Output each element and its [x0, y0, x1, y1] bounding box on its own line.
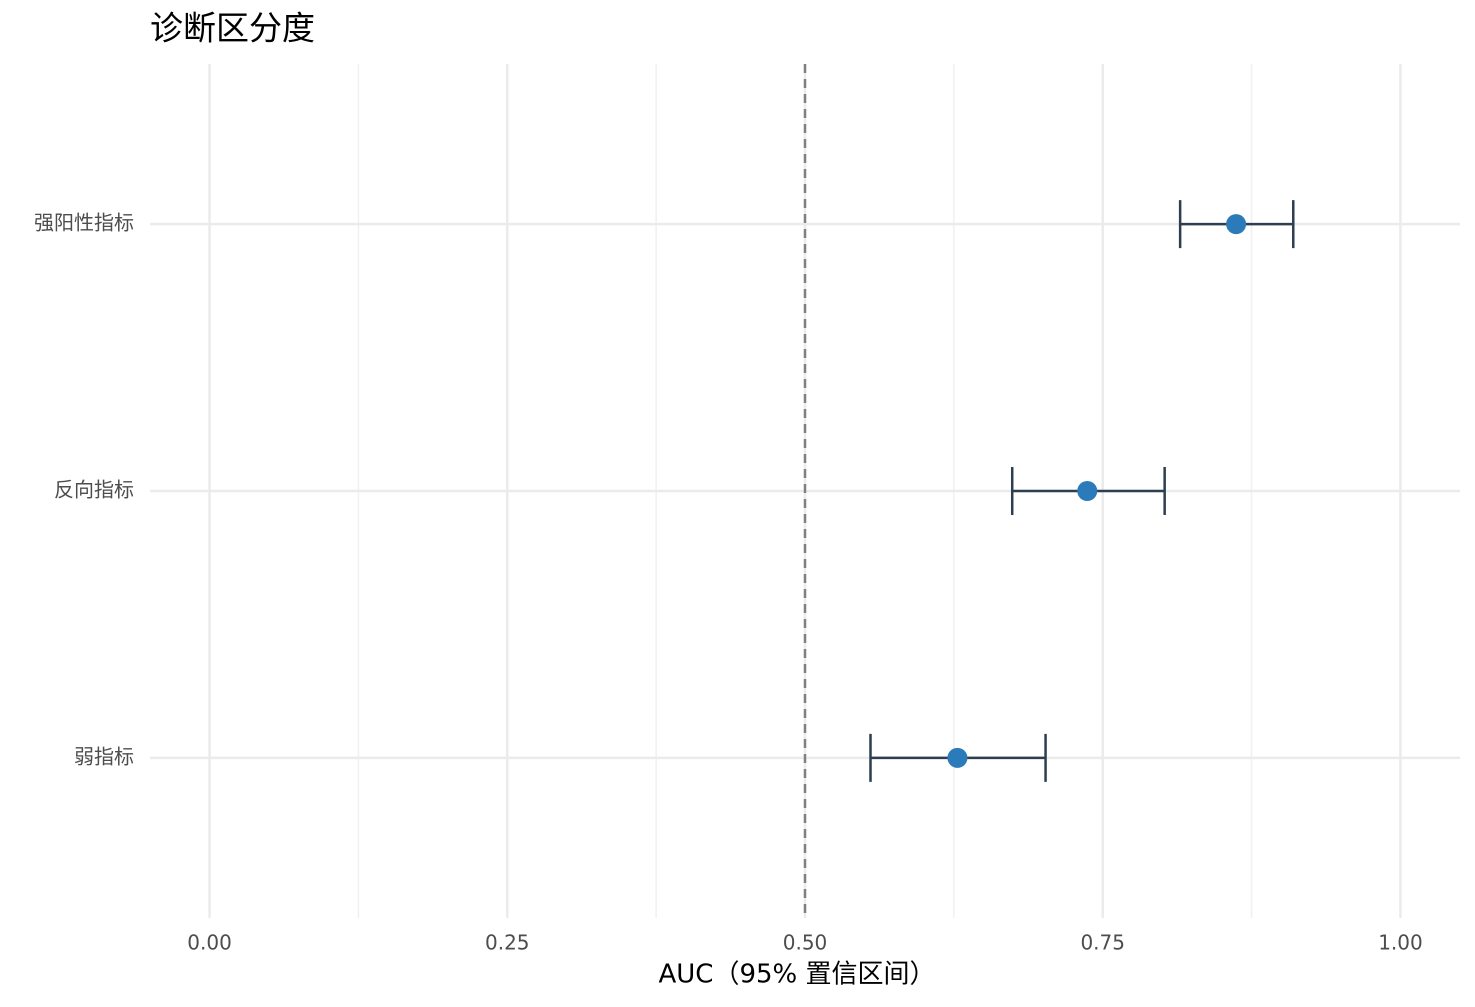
x-tick-label: 0.75 — [1080, 931, 1125, 955]
y-tick-label: 弱指标 — [74, 744, 134, 768]
x-tick-label: 0.00 — [187, 931, 232, 955]
x-tick-label: 0.50 — [783, 931, 828, 955]
y-tick-label: 强阳性指标 — [34, 211, 134, 235]
point — [1077, 481, 1098, 501]
point — [1226, 214, 1247, 235]
x-tick-label: 1.00 — [1378, 931, 1423, 955]
point — [947, 747, 968, 768]
x-axis-title: AUC（95% 置信区间） — [658, 960, 935, 990]
x-tick-label: 0.25 — [485, 931, 530, 955]
y-tick-label: 反向指标 — [54, 478, 134, 502]
chart-title: 诊断区分度 — [150, 9, 315, 48]
